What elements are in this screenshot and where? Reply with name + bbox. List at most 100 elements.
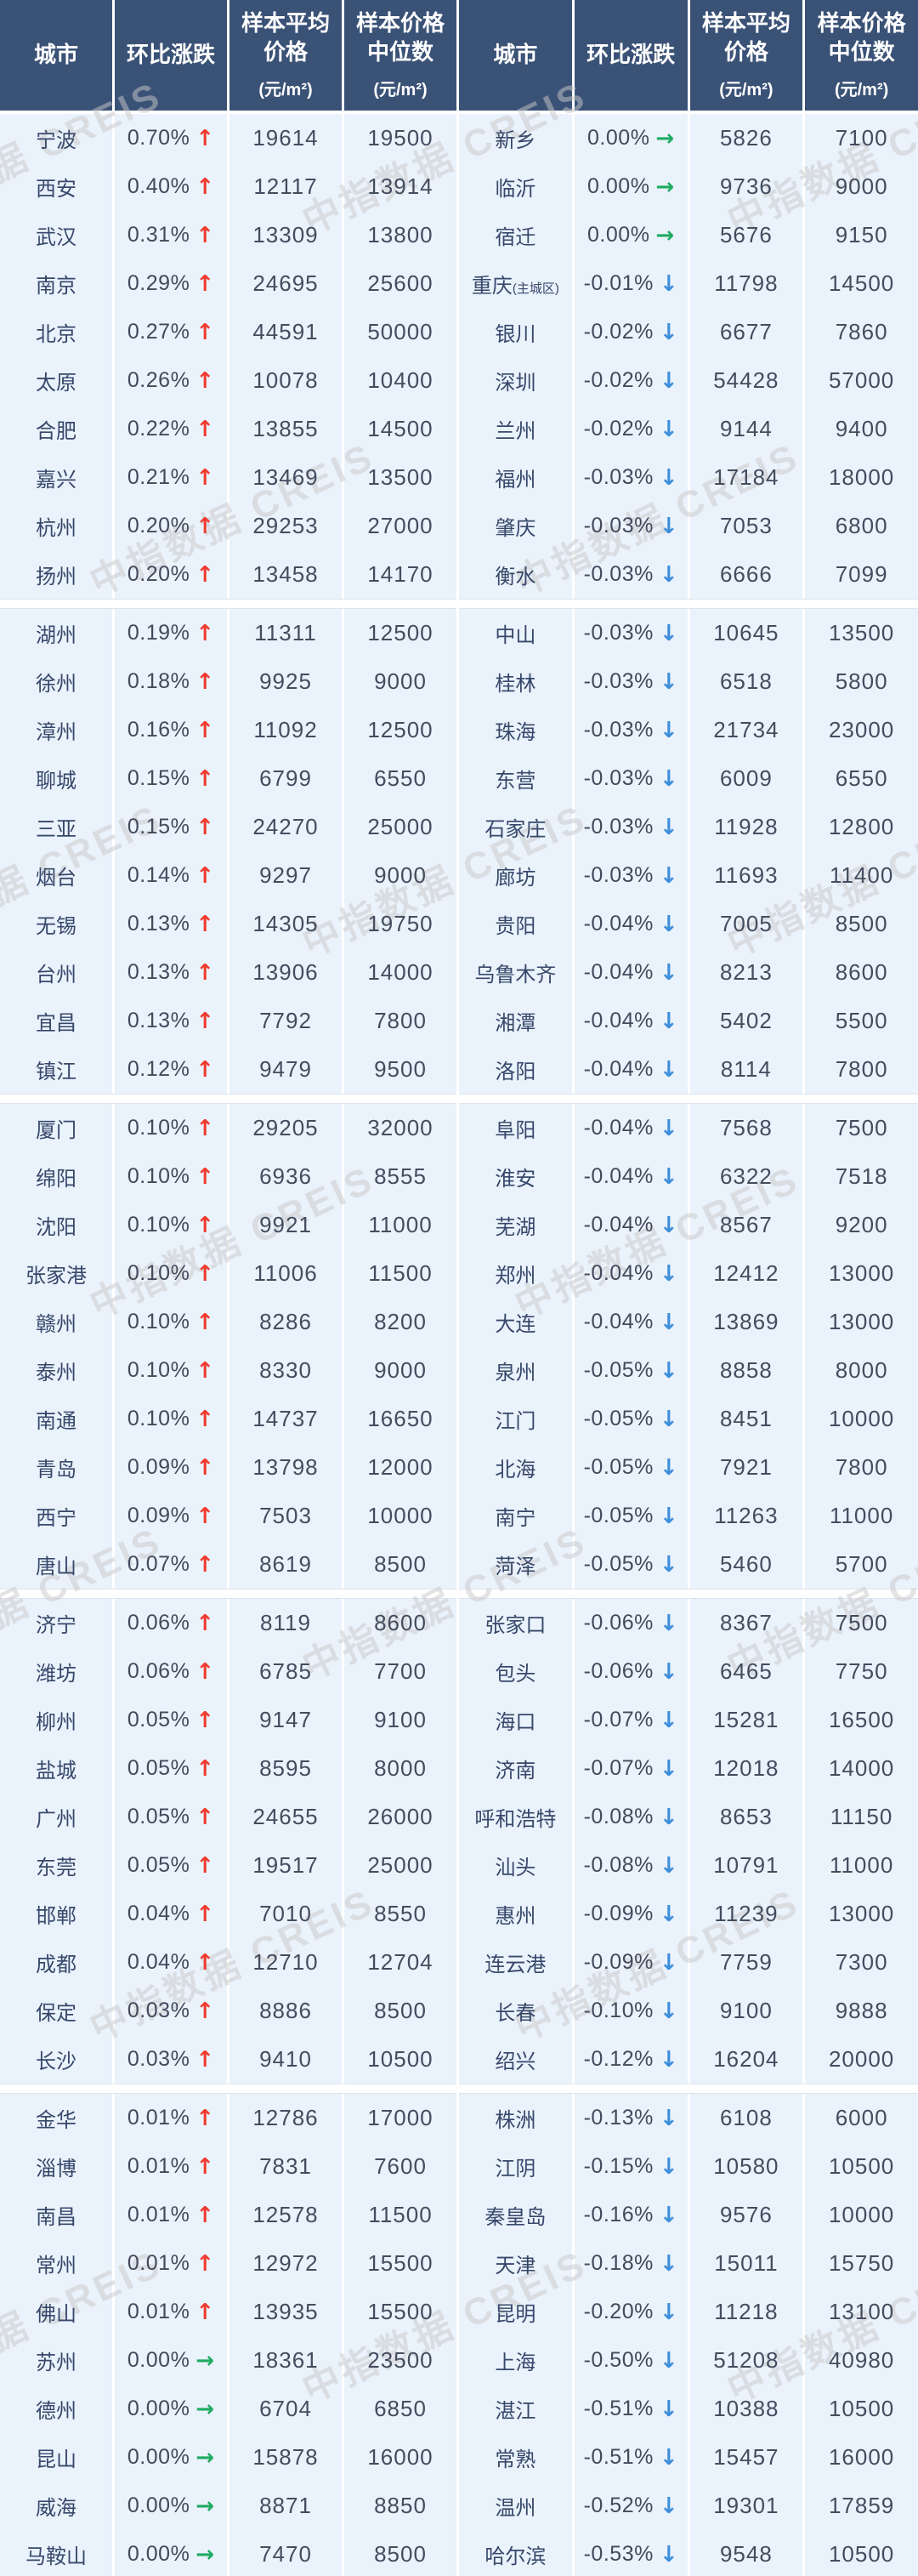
unit-label: (元/m²) xyxy=(258,80,313,100)
change-cell: 0.13% ↑ xyxy=(115,900,227,948)
table-row: 天津 -0.18% ↓ 15011 15750 xyxy=(459,2239,918,2288)
city-name: 长沙 xyxy=(36,2050,76,2073)
up-arrow-icon: ↑ xyxy=(196,2105,215,2131)
city-name: 北海 xyxy=(495,1459,536,1481)
table-row: 深圳 -0.02% ↓ 54428 57000 xyxy=(459,356,918,405)
city-cell: 三亚 xyxy=(0,803,112,851)
table-row: 郑州 -0.04% ↓ 12412 13000 xyxy=(459,1249,918,1298)
down-arrow-icon: ↓ xyxy=(659,2299,678,2325)
change-cell: -0.06% ↓ xyxy=(574,1599,688,1647)
city-cell: 青岛 xyxy=(0,1443,112,1492)
median-price-cell: 7300 xyxy=(805,1938,918,1987)
city-cell: 芜湖 xyxy=(459,1201,572,1249)
change-cell: 0.15% ↑ xyxy=(115,803,227,851)
median-price-cell: 13914 xyxy=(344,162,456,211)
up-arrow-icon: ↑ xyxy=(196,1212,215,1238)
city-name: 张家港 xyxy=(26,1265,87,1288)
avg-price: 7792 xyxy=(259,1008,312,1033)
city-name: 沈阳 xyxy=(36,1216,76,1239)
avg-price: 12786 xyxy=(252,2105,319,2130)
col-header-median-price: 样本价格 中位数 (元/m²) xyxy=(805,0,918,111)
median-price: 7100 xyxy=(835,125,888,151)
median-price-cell: 14000 xyxy=(805,1744,918,1793)
median-price-cell: 9888 xyxy=(805,1987,918,2035)
change-cell: -0.03% ↓ xyxy=(574,453,688,502)
mom-change-value: 0.26% xyxy=(127,368,190,392)
avg-price: 7759 xyxy=(719,1949,773,1975)
avg-price: 8213 xyxy=(719,959,773,985)
change-cell: 0.05% ↑ xyxy=(115,1793,227,1841)
median-price-cell: 8500 xyxy=(344,2530,456,2576)
city-name: 海口 xyxy=(495,1711,536,1734)
city-name: 株洲 xyxy=(495,2109,536,2132)
avg-price-cell: 9100 xyxy=(689,1987,803,2035)
mom-change-value: 0.00% xyxy=(587,126,650,150)
median-price-cell: 7750 xyxy=(805,1647,918,1696)
city-name: 兰州 xyxy=(495,420,536,443)
avg-price: 18361 xyxy=(252,2347,319,2373)
up-arrow-icon: ↑ xyxy=(196,367,215,394)
avg-price-cell: 8871 xyxy=(230,2482,342,2530)
mom-change-value: 0.03% xyxy=(127,2047,190,2071)
city-cell: 石家庄 xyxy=(459,803,572,851)
city-cell: 南昌 xyxy=(0,2191,112,2239)
median-price-cell: 13800 xyxy=(344,211,456,259)
flat-arrow-icon: → xyxy=(196,2396,215,2422)
avg-price-cell: 7010 xyxy=(230,1890,342,1938)
city-cell: 太原 xyxy=(0,356,112,405)
city-cell: 台州 xyxy=(0,948,112,997)
up-arrow-icon: ↑ xyxy=(196,1056,215,1083)
median-price: 17859 xyxy=(828,2493,895,2518)
mom-change-value: 0.05% xyxy=(127,1805,190,1828)
down-arrow-icon: ↓ xyxy=(659,416,678,442)
change-cell: -0.05% ↓ xyxy=(574,1443,688,1492)
mom-change-value: -0.03% xyxy=(583,766,654,790)
avg-price-cell: 6108 xyxy=(689,2094,803,2142)
change-cell: -0.12% ↓ xyxy=(574,2035,688,2084)
table-row: 张家港 0.10% ↑ 11006 11500 xyxy=(0,1249,456,1298)
city-cell: 宁波 xyxy=(0,114,112,162)
avg-price: 13935 xyxy=(252,2299,319,2324)
change-cell: 0.19% ↑ xyxy=(115,609,227,657)
city-name: 哈尔滨 xyxy=(484,2545,547,2568)
median-price-cell: 20000 xyxy=(805,2035,918,2084)
median-price-cell: 25600 xyxy=(344,259,456,308)
table-row: 石家庄 -0.03% ↓ 11928 12800 xyxy=(459,803,918,851)
median-price-cell: 8600 xyxy=(344,1599,456,1647)
median-price: 11000 xyxy=(829,1503,894,1528)
city-name: 深圳 xyxy=(495,372,536,395)
median-price: 20000 xyxy=(828,2046,895,2072)
up-arrow-icon: ↑ xyxy=(196,1804,215,1830)
avg-price-cell: 6799 xyxy=(230,754,342,803)
table-row: 南京 0.29% ↑ 24695 25600 xyxy=(0,259,456,308)
row-group: 厦门 0.10% ↑ 29205 32000 绵阳 0.10% ↑ 6936 8555 沈阳 0.10… xyxy=(0,1103,456,1589)
down-arrow-icon: ↓ xyxy=(659,2541,678,2567)
median-price: 14000 xyxy=(367,959,434,985)
city-name: 马鞍山 xyxy=(26,2545,87,2568)
median-price: 8850 xyxy=(374,2493,427,2518)
up-arrow-icon: ↑ xyxy=(196,1357,215,1384)
down-arrow-icon: ↓ xyxy=(659,1998,678,2024)
median-price-cell: 7800 xyxy=(344,997,456,1045)
median-price-cell: 13100 xyxy=(805,2288,918,2336)
table-row: 保定 0.03% ↑ 8886 8500 xyxy=(0,1987,456,2035)
avg-price: 11798 xyxy=(714,270,779,296)
avg-price: 6936 xyxy=(259,1163,312,1189)
median-price: 16000 xyxy=(367,2444,434,2470)
table-row: 东营 -0.03% ↓ 6009 6550 xyxy=(459,754,918,803)
city-cell: 福州 xyxy=(459,453,572,502)
city-cell: 上海 xyxy=(459,2336,572,2385)
mom-change-value: -0.08% xyxy=(583,1805,654,1828)
median-price-cell: 13000 xyxy=(805,1298,918,1346)
city-cell: 广州 xyxy=(0,1793,112,1841)
city-name: 江阴 xyxy=(495,2158,536,2181)
avg-price-cell: 13469 xyxy=(230,453,342,502)
table-row: 泉州 -0.05% ↓ 8858 8000 xyxy=(459,1346,918,1395)
avg-price: 8330 xyxy=(259,1357,312,1383)
change-cell: 0.04% ↑ xyxy=(115,1938,227,1987)
table-row: 台州 0.13% ↑ 13906 14000 xyxy=(0,948,456,997)
row-group: 宁波 0.70% ↑ 19614 19500 西安 0.40% ↑ 12117 13914 武汉 0.… xyxy=(0,114,456,600)
avg-price: 10078 xyxy=(252,367,319,393)
down-arrow-icon: ↓ xyxy=(659,2444,678,2471)
mom-change-value: 0.15% xyxy=(127,766,190,790)
